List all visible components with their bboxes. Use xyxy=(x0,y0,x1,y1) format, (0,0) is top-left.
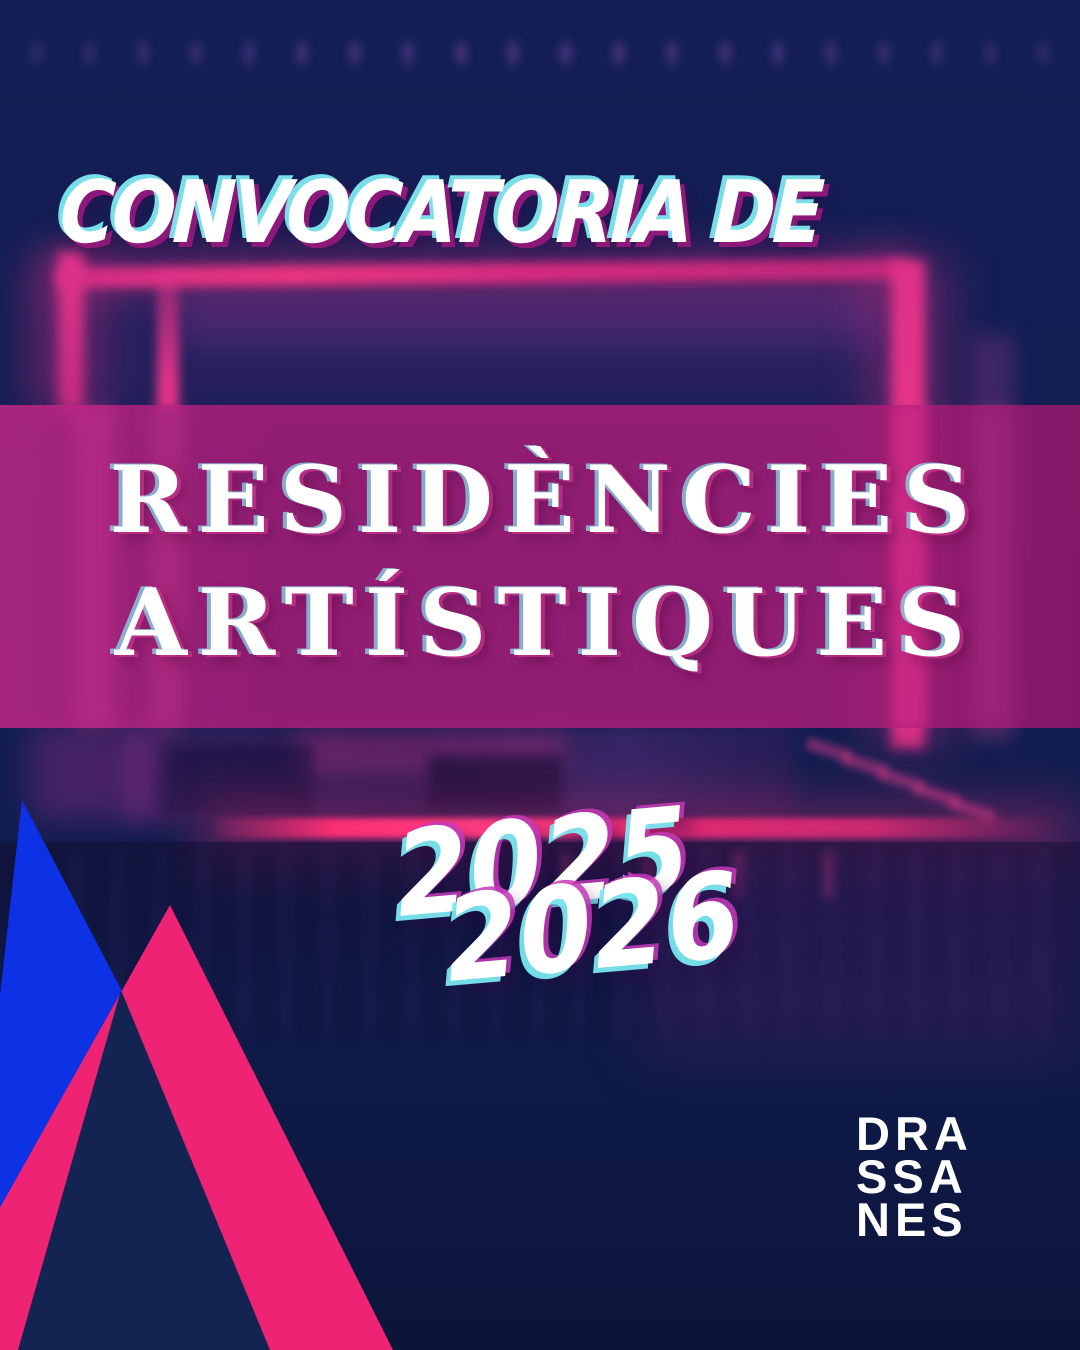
stage-light xyxy=(923,30,950,76)
stage-light xyxy=(341,30,368,76)
year-2026: 2026 xyxy=(439,845,747,1009)
right-mid-haze xyxy=(640,852,1080,1062)
stage-light xyxy=(659,30,686,76)
stage-light xyxy=(553,30,580,76)
floor-reflection-tick xyxy=(733,852,743,898)
stage-light xyxy=(394,30,421,76)
stage-light xyxy=(976,30,1003,76)
stage-light xyxy=(288,30,315,76)
stage-light xyxy=(765,30,792,76)
stage-light xyxy=(871,30,897,76)
stage-light xyxy=(235,30,262,76)
title-line-1: RESIDÈNCIES xyxy=(109,444,982,554)
stage-light xyxy=(24,30,50,76)
floor-reflection-tick xyxy=(560,852,570,898)
stage-set-shadow-center xyxy=(428,755,563,813)
drassanes-logo: DRA SSA NES xyxy=(856,1107,973,1246)
stage-set-shadow-left xyxy=(158,745,313,815)
stage-arch-wash xyxy=(90,282,910,412)
left-lower-haze xyxy=(30,724,160,820)
stage-lights-row xyxy=(24,30,1056,78)
stage-light xyxy=(712,30,739,76)
kicker-text: CONVOCATORIA DE xyxy=(57,163,824,263)
stage-light xyxy=(129,30,156,76)
band-right-faint-streak xyxy=(973,405,1013,728)
stage-light xyxy=(182,30,209,76)
stage-light xyxy=(500,30,527,76)
stage-floor-light-bar xyxy=(215,818,1080,838)
stage-light xyxy=(606,30,633,76)
navy-overlay-triangle xyxy=(18,990,270,1350)
floor-reflection-tick xyxy=(643,852,653,898)
stage-light xyxy=(818,30,845,76)
floor-reflection-tick xyxy=(823,852,833,898)
triangle-graphic xyxy=(0,800,393,1350)
magenta-band xyxy=(0,405,1080,728)
band-right-pillar-streak xyxy=(893,405,927,728)
logo-line-1: DRA xyxy=(856,1107,973,1160)
band-left-streak-2 xyxy=(150,405,184,728)
title-line-2: ARTÍSTIQUES xyxy=(114,567,977,677)
stage-light xyxy=(76,30,103,76)
stage-backwall-glow xyxy=(180,294,880,346)
stage-light xyxy=(447,30,474,76)
main-title: RESIDÈNCIES ARTÍSTIQUES xyxy=(0,399,1080,722)
band-left-streak-1 xyxy=(74,405,114,728)
stage-light xyxy=(1029,30,1056,76)
logo-line-3: NES xyxy=(856,1193,968,1246)
left-inner-light-streak xyxy=(157,272,179,410)
left-pillar-light xyxy=(58,252,84,410)
logo-line-2: SSA xyxy=(856,1150,968,1203)
